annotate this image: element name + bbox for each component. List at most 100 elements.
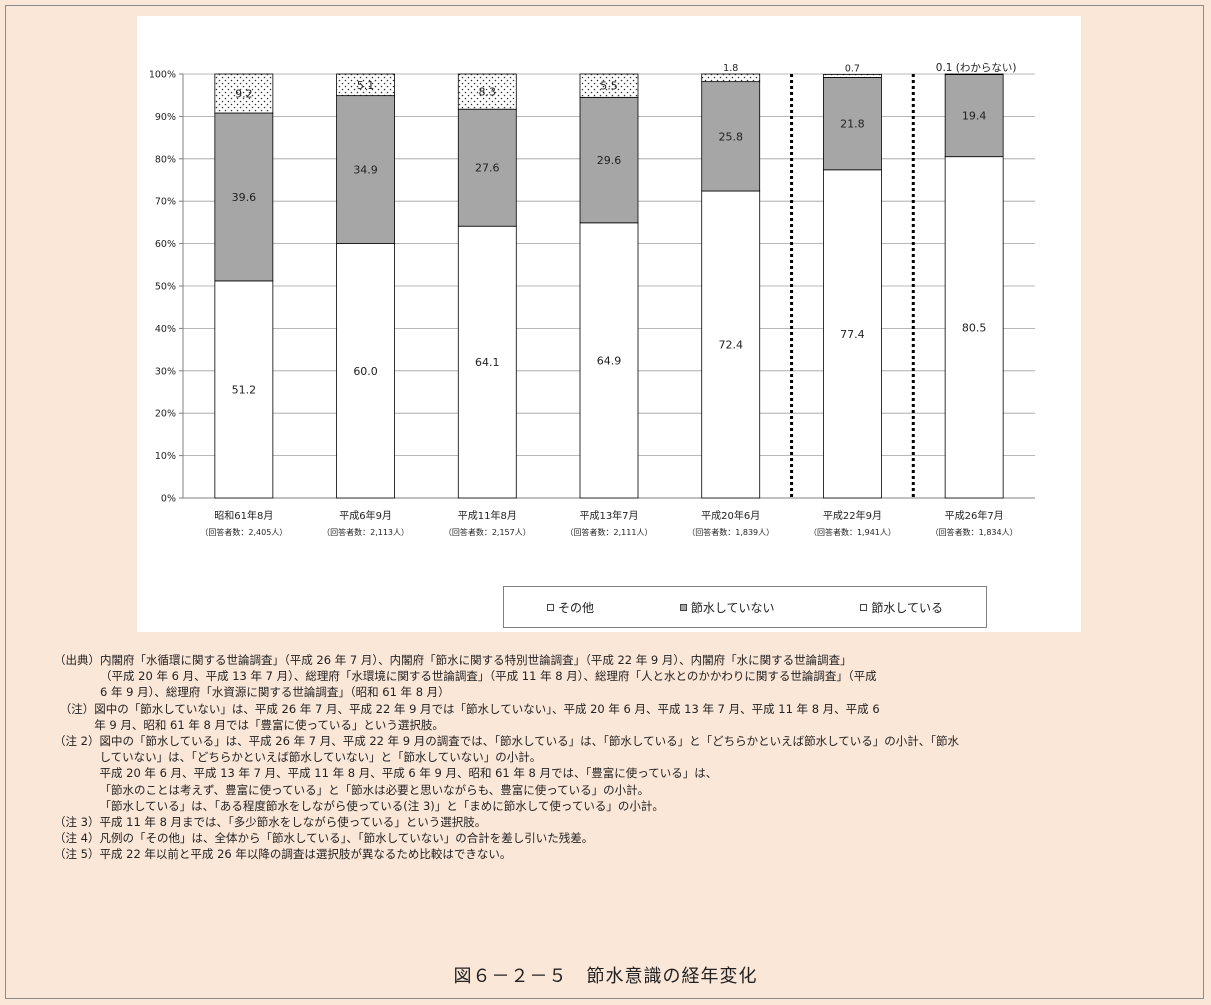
x-tick-sublabel: （回答者数：1,941人）	[809, 527, 896, 537]
note-line: （平成 20 年 6 月、平成 13 年 7 月）、総理府「水環境に関する世論調…	[100, 669, 877, 684]
note-prefix: （出典）	[54, 653, 100, 667]
bar-other	[336, 73, 395, 97]
bar-saving	[579, 222, 639, 499]
x-tick-sublabel: （回答者数：1,834人）	[931, 527, 1018, 537]
y-tick-label: 50%	[155, 282, 176, 293]
data-label-saving: 60.0	[353, 365, 378, 378]
data-label-other: 1.8	[723, 63, 738, 74]
data-label-other: 8.3	[479, 86, 497, 99]
data-label-other: 9.2	[235, 88, 253, 101]
bar-not-saving	[457, 108, 517, 227]
data-label-not-saving: 27.6	[475, 162, 500, 175]
note-line: 年 9 月、昭和 61 年 8 月では「豊富に使っている」という選択肢。	[94, 717, 444, 732]
note-line: 平成 11 年 8 月までは、「多少節水をしながら使っている」という選択肢。	[99, 815, 487, 830]
note-line: 「節水のことは考えず、豊富に使っている」と「節水は必要と思いながらも、豊富に使っ…	[99, 782, 650, 797]
legend-swatch-saving	[860, 603, 868, 611]
legend-label-saving: 節水している	[871, 600, 944, 615]
data-label-not-saving: 34.9	[353, 164, 378, 177]
y-tick-label: 70%	[155, 197, 176, 208]
note-row: （注） 図中の「節水していない」は、平成 26 年 7 月、平成 22 年 9 月…	[54, 701, 1184, 733]
note-prefix: （注 3）	[54, 815, 100, 830]
bar-other	[579, 73, 639, 98]
bar-other	[823, 74, 882, 78]
legend-swatch-other	[546, 603, 554, 611]
legend-label-other: その他	[557, 600, 594, 615]
note-prefix: （注 4）	[54, 831, 100, 846]
legend-item-other: その他	[546, 599, 594, 616]
x-tick-label: 平成11年8月	[458, 509, 517, 522]
y-tick-label: 100%	[149, 70, 176, 81]
note-body: 図中の「節水している」は、平成 26 年 7 月、平成 22 年 9 月の調査で…	[99, 733, 1184, 814]
note-body: 平成 11 年 8 月までは、「多少節水をしながら使っている」という選択肢。	[99, 814, 1184, 830]
bar-saving	[457, 225, 517, 499]
data-label-saving: 72.4	[718, 339, 743, 352]
y-tick-label: 10%	[155, 451, 176, 462]
data-label-not-saving: 21.8	[840, 118, 865, 131]
note-line: 凡例の「その他」は、全体から「節水している」、「節水していない」の合計を差し引い…	[99, 831, 594, 846]
bar-not-saving	[944, 74, 1004, 158]
data-label-saving: 64.1	[475, 356, 500, 369]
stacked-bar-chart: 0% 10% 20% 30% 40% 50% 60% 70% 80% 90% 100% 51.2 39.…	[149, 62, 1035, 537]
legend-item-saving: 節水している	[860, 599, 943, 616]
x-tick-label: 平成6年9月	[339, 509, 392, 522]
note-row: （出典） 内閣府「水循環に関する世論調査」（平成 26 年 7 月）、内閣府「節水…	[54, 652, 1184, 701]
chart-legend: その他 節水していない 節水している	[503, 586, 987, 628]
note-line: 内閣府「水循環に関する世論調査」（平成 26 年 7 月）、内閣府「節水に関する…	[100, 653, 852, 667]
y-tick-label: 40%	[155, 324, 176, 335]
source-notes: （出典） 内閣府「水循環に関する世論調査」（平成 26 年 7 月）、内閣府「節水…	[54, 652, 1184, 863]
x-tick-label: 平成20年6月	[701, 509, 760, 522]
note-line: 平成 20 年 6 月、平成 13 年 7 月、平成 11 年 8 月、平成 6…	[99, 766, 718, 781]
note-line: 図中の「節水している」は、平成 26 年 7 月、平成 22 年 9 月の調査で…	[99, 734, 959, 749]
note-row: （注 5） 平成 22 年以前と平成 26 年以降の調査は選択肢が異なるため比較は…	[54, 846, 1184, 862]
bar-other	[214, 73, 274, 114]
y-tick-label: 80%	[155, 154, 176, 165]
data-label-not-saving: 29.6	[597, 154, 622, 167]
data-label-other: 0.7	[845, 63, 860, 74]
data-label-saving: 77.4	[840, 328, 865, 341]
y-tick-label: 30%	[155, 366, 176, 377]
x-tick-label: 昭和61年8月	[214, 509, 273, 522]
x-tick-label: 平成26年7月	[945, 509, 1004, 522]
data-label-other: 0.1 (わからない)	[936, 62, 1017, 74]
y-tick-label: 60%	[155, 239, 176, 250]
note-row: （注 2） 図中の「節水している」は、平成 26 年 7 月、平成 22 年 9 …	[54, 733, 1184, 814]
data-label-not-saving: 19.4	[962, 110, 987, 123]
note-line: 図中の「節水していない」は、平成 26 年 7 月、平成 22 年 9 月では「…	[94, 701, 880, 716]
bar-other	[701, 73, 761, 83]
note-row: （注 4） 凡例の「その他」は、全体から「節水している」、「節水していない」の合計…	[54, 830, 1184, 846]
legend-item-not-saving: 節水していない	[679, 599, 775, 616]
bar-not-saving	[823, 76, 882, 171]
data-label-not-saving: 25.8	[718, 130, 743, 143]
note-prefix: （注 5）	[54, 847, 100, 862]
note-line: 「節水している」は、「ある程度節水をしながら使っている(注 3)」と「まめに節水…	[99, 798, 664, 813]
x-tick-sublabel: （回答者数：1,839人）	[687, 527, 774, 537]
y-tick-label: 90%	[155, 112, 176, 123]
legend-label-not-saving: 節水していない	[690, 600, 775, 615]
note-body: 内閣府「水循環に関する世論調査」（平成 26 年 7 月）、内閣府「節水に関する…	[100, 652, 1184, 701]
figure-frame	[5, 5, 1204, 999]
x-tick-sublabel: （回答者数：2,113人）	[322, 527, 409, 537]
legend-swatch-not-saving	[679, 603, 687, 611]
x-tick-label: 平成22年9月	[823, 509, 882, 522]
y-tick-label: 20%	[155, 409, 176, 420]
data-label-saving: 51.2	[232, 383, 256, 396]
x-tick-sublabel: （回答者数：2,157人）	[444, 527, 531, 537]
note-prefix: （注）	[54, 701, 95, 716]
note-body: 平成 22 年以前と平成 26 年以降の調査は選択肢が異なるため比較はできない。	[99, 846, 1184, 862]
data-label-other: 5.5	[600, 80, 618, 93]
bar-saving	[823, 169, 882, 499]
note-body: 図中の「節水していない」は、平成 26 年 7 月、平成 22 年 9 月では「…	[94, 701, 1184, 733]
bar-saving	[944, 156, 1004, 499]
note-row: （注 3） 平成 11 年 8 月までは、「多少節水をしながら使っている」という選…	[54, 814, 1184, 830]
y-tick-label: 0%	[161, 494, 176, 505]
chart-panel: 0% 10% 20% 30% 40% 50% 60% 70% 80% 90% 100% 51.2 39.…	[137, 16, 1081, 632]
data-label-saving: 80.5	[962, 321, 987, 334]
data-label-other: 5.1	[357, 79, 375, 92]
note-line: 6 年 9 月）、総理府「水資源に関する世論調査」（昭和 61 年 8 月）	[100, 685, 450, 700]
x-tick-sublabel: （回答者数：2,111人）	[566, 527, 653, 537]
bar-saving	[336, 243, 395, 499]
x-tick-sublabel: （回答者数：2,405人）	[200, 527, 287, 537]
note-line: していない」は、「どちらかといえば節水していない」と「節水していない」の小計。	[99, 750, 542, 765]
bar-not-saving	[701, 81, 761, 192]
note-prefix: （注 2）	[54, 734, 100, 749]
